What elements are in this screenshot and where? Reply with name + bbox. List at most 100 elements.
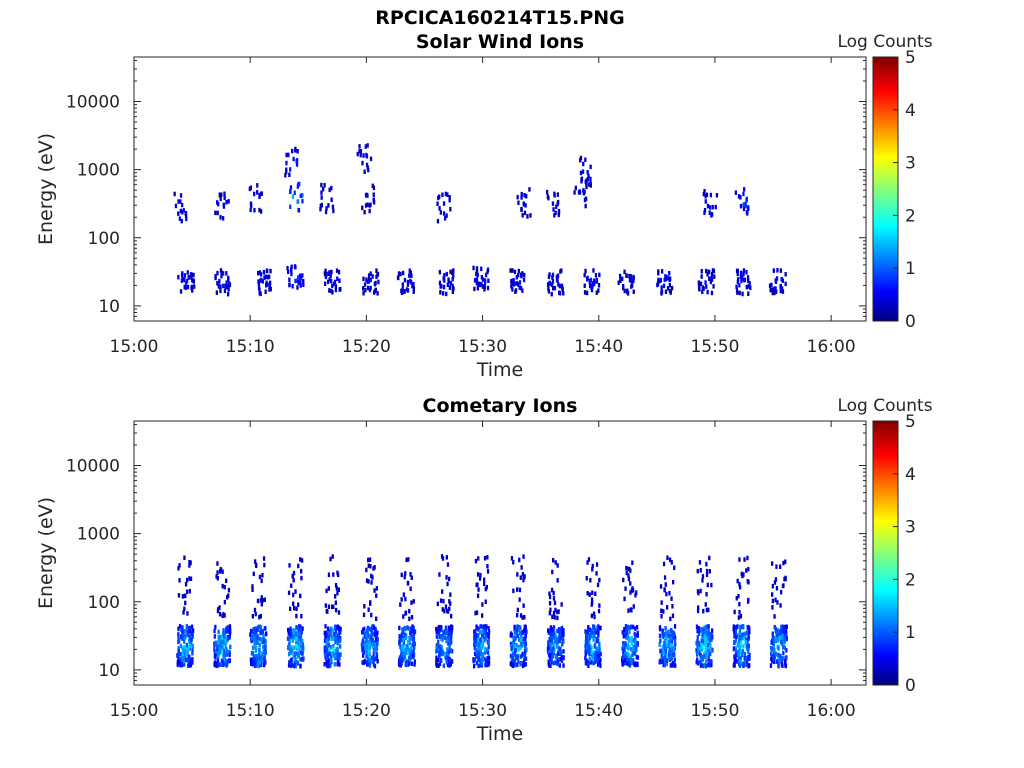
- spectrogram-cell: [707, 662, 710, 668]
- spectrogram-cell: [708, 205, 712, 210]
- spectrogram-cell: [406, 626, 410, 631]
- spectrogram-cell: [560, 602, 563, 607]
- spectrogram-cell: [588, 635, 591, 640]
- spectrogram-cell: [473, 278, 477, 283]
- spectrogram-cell: [484, 658, 488, 663]
- spectrogram-cell: [438, 572, 441, 577]
- spectrogram-cell: [451, 659, 454, 664]
- spectrogram-cell: [358, 149, 361, 154]
- spectrogram-cell: [435, 661, 438, 667]
- spectrogram-cell: [659, 584, 663, 589]
- spectrogram-cell: [589, 643, 592, 648]
- spectrogram-cell: [445, 637, 448, 643]
- spectrogram-cell: [367, 607, 370, 612]
- spectrogram-cell: [478, 630, 481, 635]
- spectrogram-cell: [592, 611, 596, 616]
- spectrogram-cell: [513, 650, 516, 656]
- spectrogram-cell: [481, 277, 485, 282]
- spectrogram-cell: [658, 633, 662, 638]
- spectrogram-cell: [260, 602, 263, 607]
- spectrogram-cell: [365, 277, 368, 282]
- spectrogram-cell: [474, 629, 477, 634]
- spectrogram-cell: [329, 663, 332, 668]
- spectrogram-cell: [745, 198, 748, 203]
- spectrogram-cell: [671, 604, 674, 609]
- y-tick-label: 1000: [77, 525, 120, 545]
- spectrogram-cell: [178, 660, 181, 665]
- spectrogram-cell: [250, 661, 253, 666]
- spectrogram-cell: [178, 624, 182, 629]
- spectrogram-cell: [287, 152, 290, 158]
- spectrogram-cell: [695, 624, 699, 629]
- y-tick-label: 1000: [77, 161, 120, 181]
- spectrogram-cell: [562, 639, 565, 644]
- spectrogram-cell: [400, 652, 403, 658]
- spectrogram-cell: [223, 652, 226, 657]
- spectrogram-cell: [182, 208, 185, 213]
- spectrogram-cell: [295, 162, 299, 167]
- spectrogram-cell: [519, 633, 522, 639]
- spectrogram-cell: [526, 214, 529, 219]
- spectrogram-cell: [697, 626, 701, 631]
- spectrogram-cell: [774, 597, 777, 603]
- spectrogram-cell: [366, 202, 369, 207]
- spectrogram-cell: [487, 659, 490, 665]
- spectrogram-cell: [300, 613, 303, 619]
- spectrogram-cell: [296, 651, 299, 656]
- spectrogram-cell: [553, 630, 556, 635]
- spectrogram-cell: [183, 606, 186, 612]
- spectrogram-cell: [657, 270, 660, 276]
- spectrogram-cell: [215, 650, 218, 656]
- spectrogram-cell: [480, 643, 483, 648]
- spectrogram-cell: [708, 555, 711, 561]
- spectrogram-cell: [634, 636, 637, 642]
- spectrogram-cell: [413, 641, 416, 647]
- spectrogram-cell: [518, 557, 521, 563]
- spectrogram-cell: [438, 650, 441, 656]
- spectrogram-cell: [337, 572, 340, 578]
- spectrogram-cell: [473, 663, 476, 669]
- spectrogram-cell: [265, 631, 268, 636]
- spectrogram-cell: [370, 630, 373, 636]
- spectrogram-cell: [371, 183, 374, 189]
- spectrogram-cell: [215, 290, 218, 295]
- spectrogram-cell: [177, 199, 180, 204]
- spectrogram-cell: [181, 633, 185, 638]
- spectrogram-cell: [660, 648, 663, 653]
- spectrogram-cell: [487, 639, 490, 644]
- spectrogram-cell: [619, 278, 622, 283]
- spectrogram-cell: [584, 649, 587, 654]
- spectrogram-cell: [257, 279, 260, 284]
- spectrogram-cell: [514, 289, 517, 294]
- spectrogram-cell: [408, 648, 411, 653]
- spectrogram-cell: [523, 639, 527, 644]
- colorbar-tick-label: 2: [905, 206, 916, 226]
- spectrogram-cell: [225, 284, 228, 290]
- spectrogram-cell: [550, 657, 553, 662]
- spectrogram-cell: [703, 636, 706, 641]
- spectrogram-cell: [475, 268, 479, 273]
- spectrogram-cell: [778, 635, 781, 641]
- spectrogram-cell: [621, 630, 624, 635]
- spectrogram-cell: [337, 610, 341, 615]
- spectrogram-cell: [700, 274, 703, 279]
- spectrogram-cell: [447, 641, 450, 646]
- spectrogram-cell: [264, 650, 267, 655]
- spectrogram-cell: [188, 628, 192, 634]
- spectrogram-cell: [742, 661, 746, 667]
- spectrogram-cell: [403, 633, 406, 638]
- spectrogram-cell: [406, 288, 410, 293]
- spectrogram-cell: [364, 645, 367, 650]
- spectrogram-cell: [373, 290, 376, 295]
- spectrogram-cell: [377, 279, 380, 285]
- spectrogram-cell: [587, 557, 591, 562]
- spectrogram-cell: [777, 646, 780, 651]
- spectrogram-cell: [252, 655, 256, 660]
- spectrogram-cell: [299, 637, 302, 642]
- spectrogram-cell: [771, 656, 774, 661]
- spectrogram-cell: [475, 277, 479, 282]
- spectrogram-cell: [398, 634, 401, 639]
- spectrogram-cell: [554, 210, 557, 216]
- spectrogram-cell: [334, 287, 337, 293]
- spectrogram-cell: [486, 555, 489, 560]
